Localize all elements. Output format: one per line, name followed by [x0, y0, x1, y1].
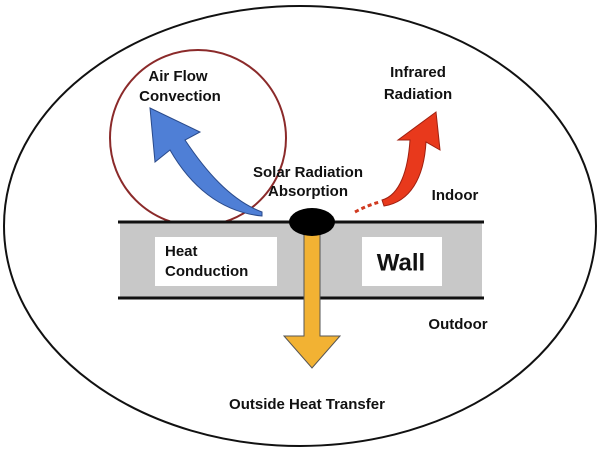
- radiation-arrow: [381, 111, 441, 207]
- label: Indoor: [432, 187, 479, 204]
- label: Infrared: [390, 64, 446, 81]
- label: Outdoor: [428, 316, 487, 333]
- label: Air Flow: [148, 68, 207, 85]
- label: Conduction: [165, 263, 248, 280]
- label: Radiation: [384, 86, 452, 103]
- wall-box: [362, 237, 442, 286]
- label: Heat: [165, 243, 198, 260]
- convection-arrow: [149, 107, 263, 217]
- label: Solar Radiation: [253, 164, 363, 181]
- absorption-spot: [289, 208, 335, 236]
- conduction-box: [155, 237, 277, 286]
- radiation-trail: [354, 200, 381, 214]
- label: Outside Heat Transfer: [229, 396, 385, 413]
- label: Wall: [377, 249, 425, 276]
- label: Convection: [139, 88, 221, 105]
- label: Absorption: [268, 183, 348, 200]
- heat-transfer-arrow: [282, 231, 342, 369]
